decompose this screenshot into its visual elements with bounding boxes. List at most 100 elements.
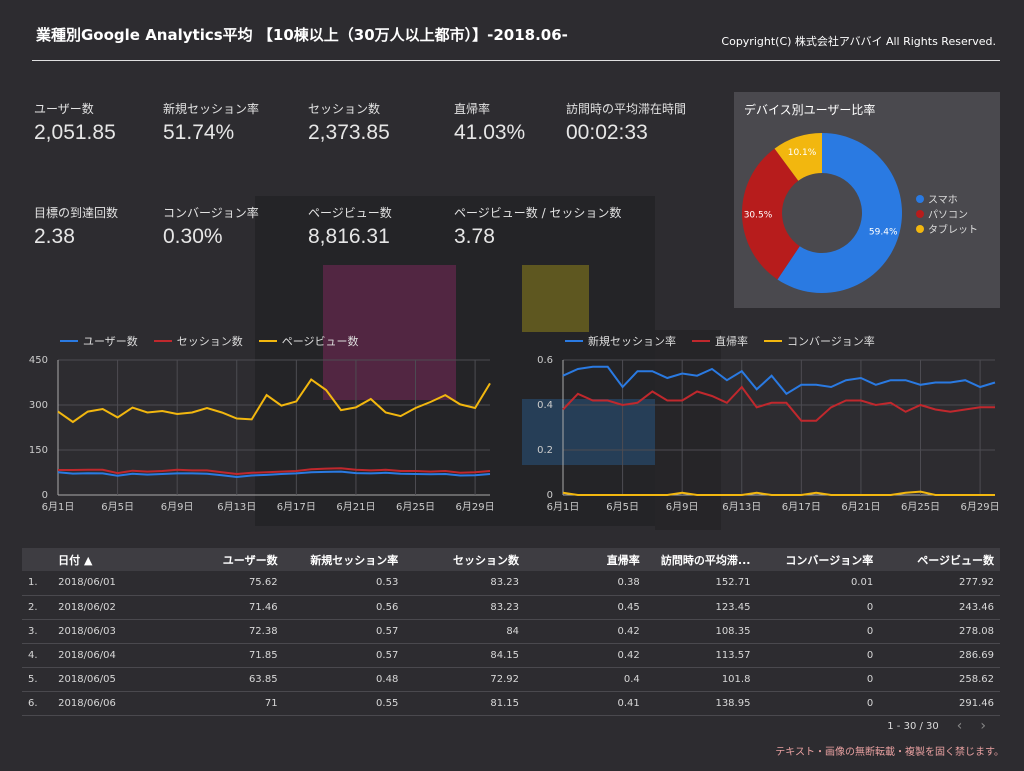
col-pageviews-header[interactable]: ページビュー数 — [917, 553, 994, 567]
x-tick-label: 6月25日 — [901, 501, 940, 513]
avg-duration-cell: 113.57 — [645, 643, 757, 668]
avg-duration-cell: 138.95 — [645, 691, 757, 716]
legend-line — [565, 340, 583, 342]
legend-item-smartphone[interactable]: スマホ — [916, 191, 958, 206]
conversion-rate-cell: 0 — [756, 691, 880, 716]
series-line[interactable] — [58, 467, 491, 476]
series-line[interactable] — [562, 385, 995, 422]
bounce-rate-cell: 0.38 — [525, 571, 646, 596]
date-cell: 2018/06/06 — [52, 691, 183, 716]
legend-item-sessions[interactable]: セッション数 — [153, 333, 243, 349]
col-date-header[interactable]: 日付 ▲ — [58, 553, 93, 567]
bounce-rate-cell: 0.45 — [525, 595, 646, 620]
pageviews-cell: 286.69 — [879, 643, 1000, 668]
donut-slice[interactable] — [742, 148, 800, 280]
kpi-label: ページビュー数 — [308, 206, 392, 220]
kpi-conversion-rate: コンバージョン率 0.30% — [163, 204, 259, 249]
legend-dot — [916, 209, 924, 218]
x-tick-label: 6月13日 — [722, 501, 761, 513]
kpi-value: 51.74% — [163, 121, 235, 144]
legend-label: ページビュー数 — [281, 335, 359, 348]
watermark-block-magenta — [323, 265, 456, 400]
donut-slice[interactable] — [774, 133, 822, 181]
device-panel-title: デバイス別ユーザー比率 — [744, 103, 876, 117]
table-row[interactable]: 6. 2018/06/06 71 0.55 81.15 0.41 138.95 0 291.46 — [22, 691, 1000, 716]
kpi-users: ユーザー数 2,051.85 — [34, 100, 116, 145]
device-donut-chart: 59.4% 30.5% 10.1% — [742, 133, 902, 293]
legend-label: コンバージョン率 — [787, 335, 875, 348]
col-conversion-header[interactable]: コンバージョン率 — [785, 553, 874, 567]
date-cell: 2018/06/01 — [52, 571, 183, 596]
legend-item-new-session-rate[interactable]: 新規セッション率 — [565, 333, 676, 349]
series-line[interactable] — [562, 490, 995, 496]
kpi-label: 直帰率 — [454, 102, 491, 116]
kpi-goal-completions: 目標の到達回数 2.38 — [34, 204, 118, 249]
donut-slice-label: 30.5% — [744, 210, 773, 220]
series-line[interactable] — [57, 470, 491, 479]
col-sessions-header[interactable]: セッション数 — [453, 553, 520, 567]
legend-item-pc[interactable]: パソコン — [916, 206, 968, 221]
pageviews-cell: 243.46 — [879, 595, 1000, 620]
legend-line — [60, 340, 78, 342]
table-row[interactable]: 1. 2018/06/01 75.62 0.53 83.23 0.38 152.71 0.01… — [22, 571, 1000, 596]
users-cell: 71 — [182, 691, 284, 716]
avg-duration-cell: 108.35 — [645, 619, 757, 644]
prev-page-button[interactable]: ‹ — [956, 718, 963, 734]
conversion-rate-cell: 0 — [756, 619, 880, 644]
watermark-block-blue — [522, 399, 655, 465]
new-session-rate-cell: 0.56 — [283, 595, 405, 620]
next-page-button[interactable]: › — [980, 718, 986, 734]
col-new-session-header[interactable]: 新規セッション率 — [310, 553, 399, 567]
col-users-header[interactable]: ユーザー数 — [222, 553, 278, 567]
new-session-rate-cell: 0.57 — [283, 643, 405, 668]
y-tick-label: 0.2 — [537, 445, 553, 456]
legend-label: 直帰率 — [715, 335, 748, 348]
table-row[interactable]: 3. 2018/06/03 72.38 0.57 84 0.42 108.35 0 278.08 — [22, 619, 1000, 644]
col-avg-duration-header[interactable]: 訪問時の平均滞... — [660, 553, 751, 567]
y-tick-label: 150 — [29, 445, 48, 456]
sessions-cell: 72.92 — [404, 667, 526, 692]
legend-item-conversion-rate[interactable]: コンバージョン率 — [764, 333, 875, 349]
y-tick-label: 0 — [42, 490, 48, 501]
legend-item-tablet[interactable]: タブレット — [916, 221, 978, 236]
legend-line — [153, 340, 172, 342]
series-line[interactable] — [562, 365, 996, 396]
x-tick-label: 6月9日 — [161, 501, 194, 513]
bounce-rate-cell: 0.42 — [525, 643, 646, 668]
col-bounce-header[interactable]: 直帰率 — [606, 553, 640, 567]
legend-item-pageviews[interactable]: ページビュー数 — [258, 333, 359, 349]
kpi-label: ユーザー数 — [34, 102, 94, 116]
donut-slice[interactable] — [777, 133, 902, 293]
avg-duration-cell: 101.8 — [645, 667, 757, 692]
legend-item-users[interactable]: ユーザー数 — [60, 333, 138, 349]
table-row[interactable]: 2. 2018/06/02 71.46 0.56 83.23 0.45 123.45 0 243… — [22, 595, 1000, 620]
row-index: 2. — [22, 595, 53, 620]
kpi-value: 00:02:33 — [566, 121, 648, 144]
date-cell: 2018/06/02 — [52, 595, 183, 620]
legend-item-bounce-rate[interactable]: 直帰率 — [692, 333, 748, 349]
kpi-label: セッション数 — [308, 102, 381, 116]
avg-duration-cell: 123.45 — [645, 595, 757, 620]
chart1-legend: ユーザー数 セッション数 ページビュー数 — [60, 333, 359, 349]
legend-label: パソコン — [928, 210, 968, 221]
sessions-cell: 83.23 — [404, 571, 526, 596]
chart2-legend: 新規セッション率 直帰率 コンバージョン率 — [565, 333, 875, 349]
kpi-bounce-rate: 直帰率 41.03% — [454, 100, 525, 145]
series-line[interactable] — [57, 378, 491, 424]
pageviews-cell: 278.08 — [879, 619, 1000, 644]
legend-label: ユーザー数 — [83, 335, 138, 348]
x-tick-label: 6月17日 — [277, 501, 316, 513]
col-index — [22, 548, 52, 571]
pageviews-cell: 258.62 — [879, 667, 1000, 692]
legend-label: 新規セッション率 — [588, 335, 676, 348]
watermark-block-dark2 — [655, 330, 721, 530]
table-row[interactable]: 4. 2018/06/04 71.85 0.57 84.15 0.42 113.57 0 286… — [22, 643, 1000, 668]
new-session-rate-cell: 0.48 — [283, 667, 405, 692]
table-row[interactable]: 5. 2018/06/05 63.85 0.48 72.92 0.4 101.8 0 258.6… — [22, 667, 1000, 692]
users-cell: 71.46 — [182, 595, 284, 620]
kpi-value: 0.30% — [163, 225, 223, 248]
row-index: 5. — [22, 667, 53, 692]
y-tick-label: 450 — [29, 355, 48, 366]
users-cell: 75.62 — [182, 571, 284, 596]
daily-data-table: 日付 ▲ ユーザー数 新規セッション率 セッション数 直帰率 訪問時の平均滞..… — [22, 548, 1000, 716]
